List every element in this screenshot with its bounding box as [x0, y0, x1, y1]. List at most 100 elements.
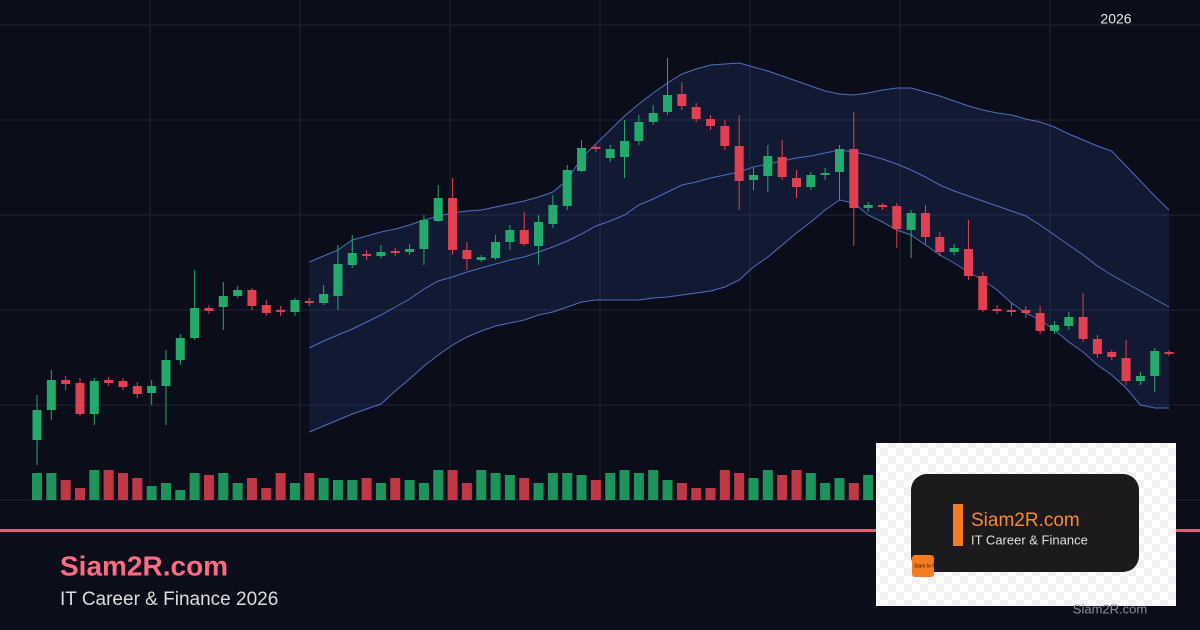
volume-bar: [805, 473, 816, 500]
candle-body: [877, 205, 887, 207]
volume-bar: [117, 473, 128, 500]
candle-body: [791, 178, 801, 187]
candle-body: [605, 149, 615, 158]
candle-body: [963, 249, 973, 276]
candle-body: [763, 156, 773, 176]
candle-body: [1150, 351, 1160, 376]
candle-body: [218, 296, 228, 307]
volume-bar: [619, 470, 630, 500]
candle-body: [448, 198, 458, 250]
candle-body: [276, 310, 286, 312]
brand-title: Siam2R.com: [60, 550, 228, 581]
volume-bar: [318, 478, 329, 500]
candle-body: [75, 383, 85, 414]
volume-bar: [777, 475, 788, 500]
logo-badge: [912, 555, 934, 577]
candle-body: [978, 276, 988, 310]
candle-body: [677, 94, 687, 106]
candle-body: [1035, 313, 1045, 331]
volume-bar: [232, 483, 243, 500]
candle-body: [591, 147, 601, 149]
candle-body: [491, 242, 501, 258]
candle-body: [61, 380, 71, 384]
candle-body: [749, 175, 758, 180]
volume-bar: [762, 470, 773, 500]
candle-body: [777, 157, 787, 177]
candle-body: [935, 237, 945, 252]
volume-bar: [347, 480, 358, 500]
candle-body: [734, 146, 744, 181]
candle-body: [347, 253, 357, 265]
candle-body: [462, 250, 472, 259]
volume-bar: [433, 470, 444, 500]
volume-bar: [562, 473, 573, 500]
candle-body: [534, 222, 544, 246]
volume-bar: [289, 483, 300, 500]
candle-body: [433, 198, 443, 221]
logo-title: Siam2R.com: [971, 510, 1080, 531]
logo-badge-text: Siam to Rich: [914, 563, 943, 569]
candle-body: [362, 254, 372, 256]
candle-body: [161, 360, 171, 386]
candle-body: [620, 141, 630, 157]
divider: [0, 529, 1200, 532]
volume-bar: [691, 488, 702, 500]
volume-bar: [218, 473, 229, 500]
volume-bar: [461, 483, 472, 500]
candle-body: [204, 308, 214, 311]
candle-body: [1135, 376, 1145, 381]
volume-bar: [404, 480, 415, 500]
candle-body: [1021, 310, 1031, 313]
candle-body: [706, 119, 716, 126]
volume-bar: [46, 473, 57, 500]
candle-body: [233, 290, 243, 296]
candle-body: [1121, 358, 1131, 381]
candle-body: [663, 95, 673, 112]
band-fill: [309, 63, 1170, 432]
candle-body: [691, 107, 701, 119]
candle-body: [577, 148, 587, 171]
candle-body: [104, 380, 114, 383]
volume-bar: [863, 475, 874, 500]
candle-body: [32, 410, 42, 440]
volume-bar: [705, 488, 716, 500]
candle-body: [118, 381, 128, 387]
candle-body: [648, 113, 658, 122]
volume-bar: [662, 480, 673, 500]
volume-bar: [375, 483, 386, 500]
volume-bar: [246, 478, 257, 500]
candle-body: [405, 249, 415, 252]
volume-bar: [820, 483, 831, 500]
volume-bar: [390, 478, 401, 500]
candle-body: [147, 386, 157, 393]
volume-bar: [734, 473, 745, 500]
candle-body: [992, 309, 1002, 311]
candle-body: [820, 173, 830, 175]
volume-bar: [590, 480, 601, 500]
candle-body: [849, 149, 859, 208]
candle-body: [304, 301, 314, 303]
candle-body: [319, 294, 329, 303]
candle-body: [1049, 325, 1059, 331]
volume-bar: [261, 488, 272, 500]
candle-body: [562, 170, 572, 206]
volume-bar: [633, 473, 644, 500]
volume-bar: [418, 483, 429, 500]
candle-body: [132, 386, 142, 394]
candle-body: [906, 213, 916, 230]
candle-body: [548, 205, 558, 224]
candle-body: [1064, 317, 1074, 326]
candle-body: [175, 338, 185, 360]
logo-subtitle: IT Career & Finance: [971, 532, 1088, 547]
volume-bar: [361, 478, 372, 500]
candle-body: [505, 230, 515, 242]
volume-bar: [719, 470, 730, 500]
candle-body: [290, 300, 300, 312]
candle-body: [1092, 339, 1102, 354]
volume-bar: [332, 480, 343, 500]
candle-body: [720, 126, 730, 146]
candle-body: [376, 252, 386, 256]
candle-body: [89, 381, 99, 414]
candle-body: [892, 206, 902, 229]
